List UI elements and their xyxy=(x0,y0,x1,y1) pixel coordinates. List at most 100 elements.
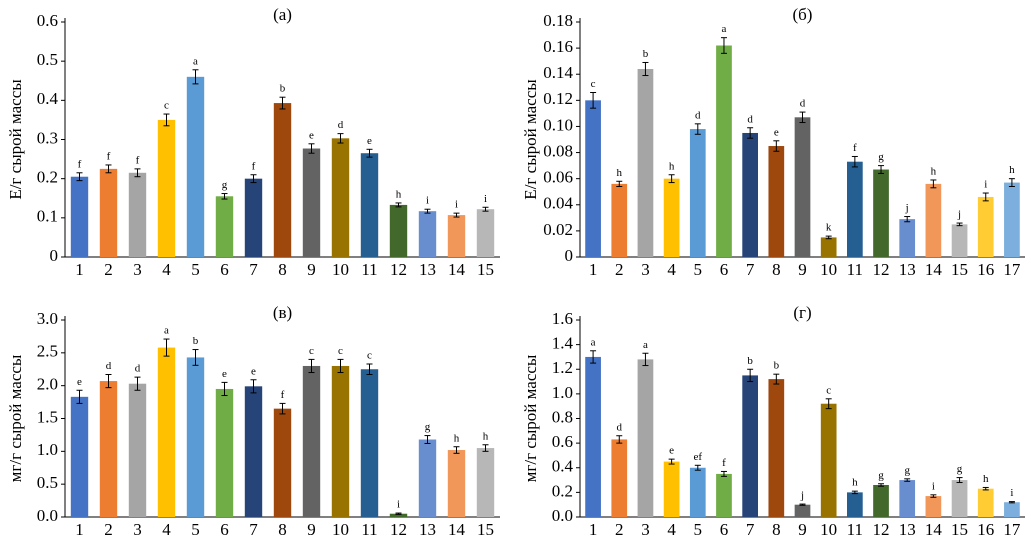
significance-letter: i xyxy=(455,199,458,211)
bar xyxy=(585,100,601,257)
y-tick-label: 1.4 xyxy=(552,334,574,353)
bar xyxy=(186,76,205,257)
bar xyxy=(331,138,350,257)
x-tick-label: 10 xyxy=(820,520,837,539)
x-tick-label: 1 xyxy=(75,260,84,279)
significance-letter: f xyxy=(252,160,256,172)
x-tick-label: 15 xyxy=(951,520,968,539)
y-tick-label: 1.2 xyxy=(552,358,573,377)
significance-letter: f xyxy=(281,389,285,401)
x-tick-label: 4 xyxy=(162,520,171,539)
significance-letter: c xyxy=(309,345,314,357)
bar xyxy=(873,169,889,257)
x-tick-label: 13 xyxy=(899,520,916,539)
x-tick-label: 5 xyxy=(191,520,200,539)
significance-letter: g xyxy=(904,464,910,476)
significance-letter: e xyxy=(77,376,82,388)
x-tick-label: 14 xyxy=(448,520,466,539)
significance-letter: a xyxy=(591,336,596,348)
significance-letter: h xyxy=(852,477,858,489)
significance-letter: g xyxy=(957,463,963,475)
bar xyxy=(476,448,495,517)
bar xyxy=(742,132,758,257)
bar xyxy=(951,224,968,257)
bar xyxy=(585,356,601,517)
y-tick-label: 0.5 xyxy=(37,473,58,492)
bar xyxy=(663,178,680,257)
panel-title: (а) xyxy=(273,5,292,24)
y-tick-label: 0.6 xyxy=(37,11,58,30)
significance-letter: a xyxy=(193,55,198,67)
x-tick-label: 2 xyxy=(104,260,113,279)
significance-letter: g xyxy=(878,151,884,163)
significance-letter: h xyxy=(669,160,675,172)
x-tick-label: 14 xyxy=(925,260,943,279)
y-tick-label: 0.2 xyxy=(552,481,573,500)
significance-letter: i xyxy=(932,480,935,492)
bar xyxy=(99,381,118,517)
significance-letter: j xyxy=(800,490,804,502)
x-tick-label: 4 xyxy=(162,260,171,279)
y-tick-label: 0.5 xyxy=(37,50,58,69)
x-tick-label: 8 xyxy=(772,520,781,539)
x-tick-label: 9 xyxy=(307,260,316,279)
bar xyxy=(768,146,785,257)
bar xyxy=(302,365,321,517)
significance-letter: h xyxy=(1009,164,1015,176)
x-tick-label: 5 xyxy=(694,520,703,539)
significance-letter: f xyxy=(853,142,857,154)
x-tick-label: 13 xyxy=(419,520,436,539)
x-tick-label: 12 xyxy=(390,260,407,279)
x-tick-label: 17 xyxy=(1003,520,1021,539)
y-tick-label: 2.0 xyxy=(37,375,58,394)
significance-letter: c xyxy=(164,100,169,112)
significance-letter: k xyxy=(826,222,832,234)
bar xyxy=(360,369,379,517)
bar xyxy=(611,439,628,517)
significance-letter: g xyxy=(425,421,431,433)
x-tick-label: 7 xyxy=(249,260,258,279)
x-tick-label: 15 xyxy=(477,520,494,539)
panel-title: (в) xyxy=(273,303,292,322)
significance-letter: h xyxy=(483,430,489,442)
bar xyxy=(273,408,292,517)
significance-letter: d xyxy=(106,360,112,372)
significance-letter: e xyxy=(367,135,372,147)
significance-letter: f xyxy=(107,150,111,162)
bar xyxy=(820,237,837,257)
bar xyxy=(128,172,147,257)
x-tick-label: 1 xyxy=(589,520,598,539)
significance-letter: b xyxy=(643,48,649,60)
bar xyxy=(794,504,811,517)
x-tick-label: 6 xyxy=(720,520,729,539)
x-tick-label: 17 xyxy=(1003,260,1021,279)
bar xyxy=(360,153,379,257)
significance-letter: i xyxy=(484,193,487,205)
x-tick-label: 12 xyxy=(873,260,890,279)
y-tick-label: 0.12 xyxy=(543,89,573,108)
significance-letter: a xyxy=(643,339,648,351)
panel-title: (г) xyxy=(793,303,811,322)
bar xyxy=(768,379,785,517)
bar xyxy=(418,211,437,257)
bar xyxy=(951,480,968,517)
y-tick-label: 0.02 xyxy=(543,220,573,239)
significance-letter: e xyxy=(309,129,314,141)
significance-letter: d xyxy=(747,113,753,125)
x-tick-label: 2 xyxy=(104,520,113,539)
x-tick-label: 16 xyxy=(977,260,994,279)
significance-letter: b xyxy=(280,83,286,95)
y-tick-label: 0.1 xyxy=(37,207,58,226)
bar xyxy=(302,148,321,257)
significance-letter: i xyxy=(1010,487,1013,499)
bar xyxy=(244,386,263,517)
significance-letter: d xyxy=(800,98,806,110)
significance-letter: e xyxy=(774,126,779,138)
x-tick-label: 7 xyxy=(746,260,755,279)
bar xyxy=(389,513,408,517)
bar xyxy=(925,496,942,517)
bar xyxy=(447,450,466,517)
x-tick-label: 7 xyxy=(249,520,258,539)
y-axis-label: мг/г сырой массы xyxy=(6,354,25,482)
significance-letter: d xyxy=(695,109,701,121)
